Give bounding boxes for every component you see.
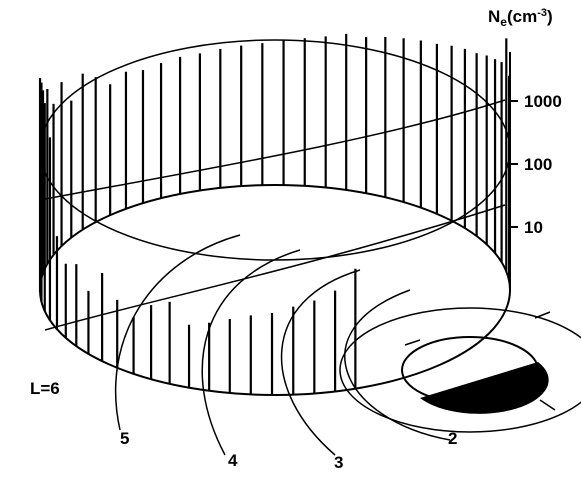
label-part: ): [547, 7, 553, 26]
y-tick-label: 100: [524, 155, 552, 174]
l-shell-label: 3: [334, 453, 343, 472]
y-tick-label: 1000: [524, 92, 562, 111]
label-part: -3: [537, 7, 547, 19]
label-part: (cm: [507, 7, 537, 26]
y-axis-label: Ne(cm-3): [488, 7, 553, 29]
l-shell-label: L=6: [30, 379, 60, 398]
label-part: N: [488, 7, 500, 26]
y-tick-label: 10: [524, 218, 543, 237]
model-curve: [45, 205, 505, 330]
l-shell-label: 5: [120, 429, 129, 448]
l-shell-label: 2: [448, 429, 457, 448]
l-shell-label: 4: [228, 451, 238, 470]
chart: 10 100 1000 L=6 5 4 3 2 Ne(cm-3): [0, 0, 581, 498]
earth: [402, 312, 555, 414]
